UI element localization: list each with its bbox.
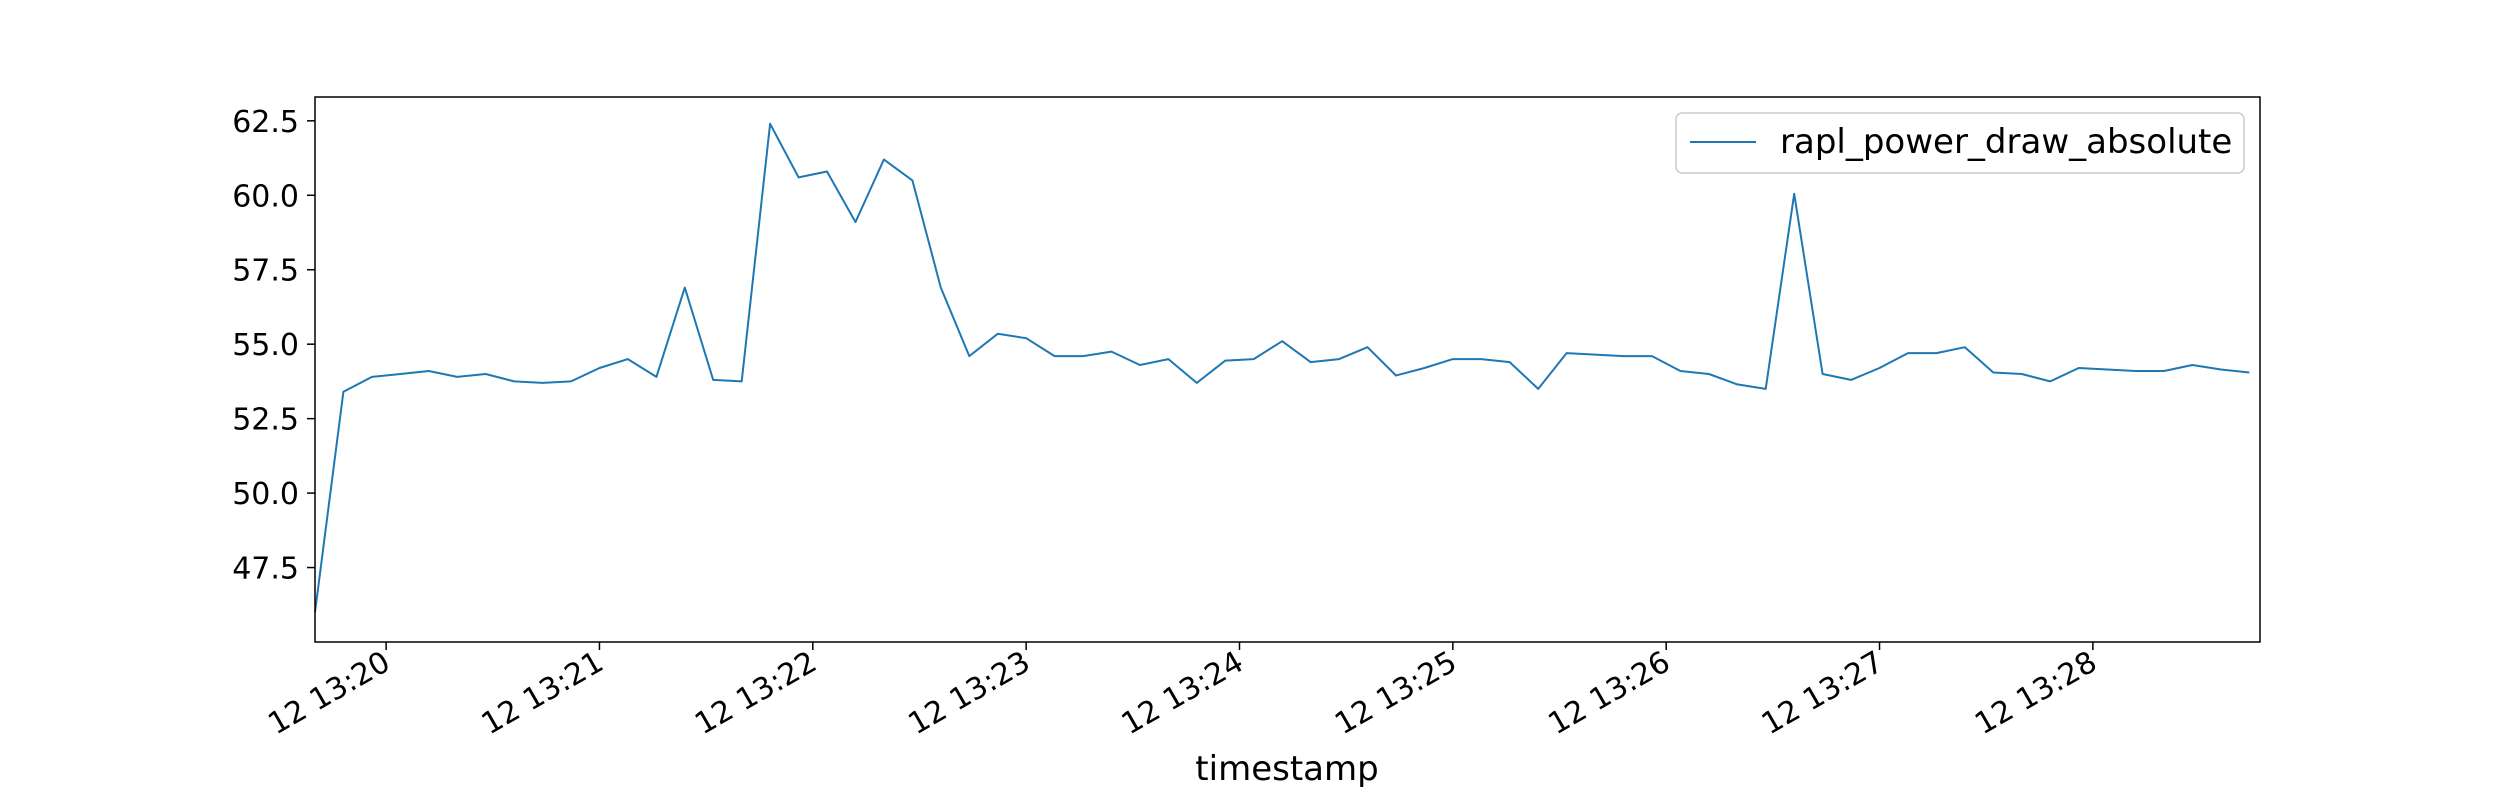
- series-line: [314, 122, 2250, 613]
- legend: rapl_power_draw_absolute: [1675, 112, 2245, 174]
- y-axis: 47.5 50.0 52.5 55.0 57.5 60.0 62.5: [232, 105, 315, 587]
- y-tick-label: 50.0: [232, 477, 299, 512]
- y-tick-label: 60.0: [232, 179, 299, 214]
- x-tick-label: 12 13:21: [476, 645, 610, 742]
- x-tick-label: 12 13:23: [902, 645, 1036, 742]
- x-axis: 12 13:20 12 13:21 12 13:22 12 13:23 12 13:24…: [262, 642, 2103, 742]
- x-tick-label: 12 13:25: [1329, 645, 1463, 742]
- y-tick-label: 47.5: [232, 552, 299, 587]
- x-axis-title: timestamp: [1195, 749, 1378, 789]
- x-tick-label: 12 13:27: [1756, 645, 1890, 742]
- series-layer: [314, 122, 2250, 613]
- plot-frame: [314, 96, 2261, 643]
- y-tick-label: 55.0: [232, 328, 299, 363]
- legend-label: rapl_power_draw_absolute: [1780, 122, 2232, 162]
- y-tick-label: 62.5: [232, 105, 299, 140]
- x-tick-label: 12 13:28: [1969, 645, 2103, 742]
- x-tick-label: 12 13:24: [1116, 645, 1250, 742]
- legend-box: [1675, 112, 2245, 174]
- x-tick-label: 12 13:22: [689, 645, 823, 742]
- y-tick-label: 52.5: [232, 403, 299, 438]
- y-tick-label: 57.5: [232, 254, 299, 289]
- x-tick-label: 12 13:20: [262, 645, 396, 742]
- x-tick-label: 12 13:26: [1542, 645, 1676, 742]
